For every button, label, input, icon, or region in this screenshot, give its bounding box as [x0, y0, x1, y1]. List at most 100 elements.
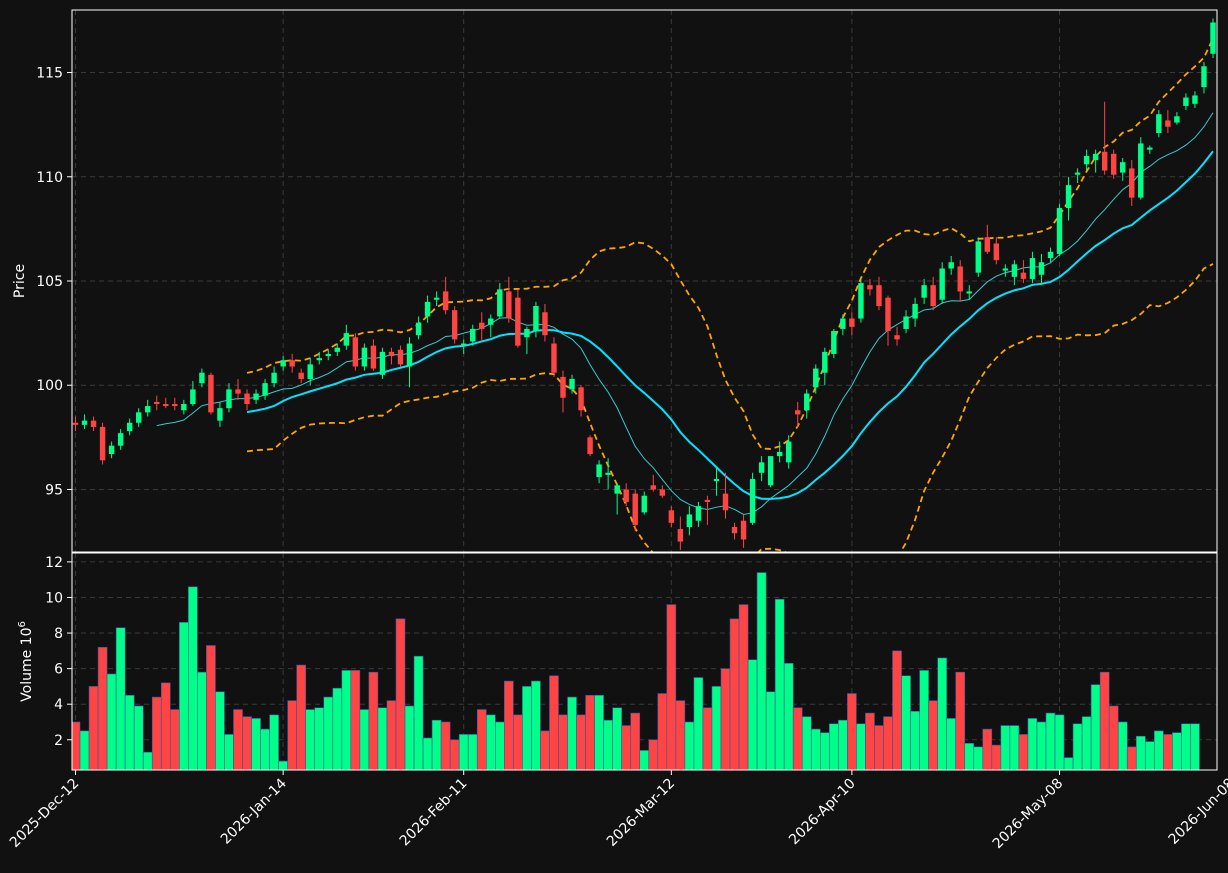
candle-body [1038, 262, 1045, 275]
candle-body [117, 433, 124, 446]
price-tick-label: 115 [36, 66, 63, 82]
candle [939, 262, 945, 304]
volume-bar [946, 718, 957, 770]
candle-body [623, 489, 629, 502]
candle-body [1201, 66, 1207, 88]
candle-body [659, 489, 666, 496]
candle-body [415, 322, 422, 336]
candle [361, 343, 368, 371]
candle [433, 291, 440, 307]
candle-body [993, 243, 1000, 261]
volume-bar [124, 694, 135, 770]
volume-bar [79, 730, 90, 770]
volume-bar [540, 730, 550, 770]
candle [795, 401, 801, 427]
x-tick-label: 2026-Apr-10 [786, 776, 859, 849]
candle-body [289, 360, 295, 367]
volume-bar [675, 700, 686, 770]
candle [488, 314, 494, 338]
volume-bar [504, 680, 514, 770]
volume-bar [314, 707, 325, 770]
candle [226, 383, 232, 413]
candle-body [72, 422, 79, 425]
volume-bar [513, 714, 523, 770]
candle [1101, 101, 1108, 175]
candle [767, 456, 774, 488]
volume-bar [1009, 725, 1020, 770]
candle-body [497, 289, 503, 317]
volume-bar [1081, 716, 1092, 770]
candle [578, 385, 584, 417]
candle [1138, 137, 1144, 200]
candle-body [605, 472, 611, 475]
volume-bar [476, 709, 487, 770]
candle-body [822, 351, 828, 373]
candle [72, 416, 79, 432]
candle-body [451, 310, 458, 340]
candle [668, 506, 675, 527]
candle [569, 374, 575, 394]
candle-body [370, 345, 377, 369]
candle [343, 324, 350, 350]
candle-body [533, 306, 539, 332]
volume-tick-label: 2 [54, 733, 63, 749]
candle [596, 460, 602, 484]
volume-bar [991, 744, 1002, 770]
bollinger-lower-line [246, 263, 1214, 552]
candle-body [1065, 185, 1072, 209]
candle [397, 345, 404, 367]
candle-body [135, 412, 142, 423]
candle-body [388, 351, 395, 357]
candle [632, 489, 638, 532]
volume-bar [684, 721, 695, 770]
volume-bar [287, 700, 297, 770]
candle [542, 303, 548, 342]
candle [1083, 149, 1090, 171]
volume-bar [919, 670, 929, 770]
volume-bar [612, 707, 622, 770]
candle [885, 295, 891, 346]
candle [289, 353, 295, 373]
candle-body [154, 401, 160, 404]
candle [244, 389, 250, 411]
x-tick-label: 2026-Mar-12 [604, 776, 678, 850]
volume-bar [251, 718, 261, 770]
candle-body [145, 406, 151, 413]
volume-bar [1163, 734, 1173, 770]
volume-bar [350, 670, 361, 770]
candle-body [190, 389, 196, 404]
candle [659, 485, 666, 498]
candle-body [614, 485, 620, 494]
volume-tick-label: 6 [54, 662, 63, 678]
volume-bar [711, 686, 722, 770]
volume-bar [224, 734, 234, 770]
candle [253, 389, 259, 404]
price-axis-title: Price [12, 264, 28, 298]
candle-body [1174, 116, 1180, 123]
candle [1092, 149, 1099, 173]
volume-bar [901, 675, 911, 770]
candle-body [433, 297, 440, 300]
candle-body [262, 383, 268, 396]
candle-body [488, 318, 494, 325]
candle [81, 414, 88, 430]
volume-bar [765, 691, 776, 770]
candle-body [921, 285, 927, 298]
candle-body [217, 408, 223, 421]
candle [813, 364, 819, 394]
volume-bar [774, 598, 785, 770]
volume-bar [702, 707, 713, 770]
candle [912, 297, 918, 327]
volume-bar [1036, 721, 1047, 770]
volume-bar [332, 687, 343, 770]
candle [217, 401, 223, 427]
candle-body [298, 372, 304, 379]
candle-body [172, 403, 178, 407]
candle [804, 389, 810, 419]
candle [623, 483, 629, 507]
candle-body [587, 437, 593, 455]
candle-body [1101, 151, 1108, 171]
volume-bar [937, 657, 947, 770]
candle-body [235, 389, 241, 394]
volume-bar [955, 671, 966, 770]
